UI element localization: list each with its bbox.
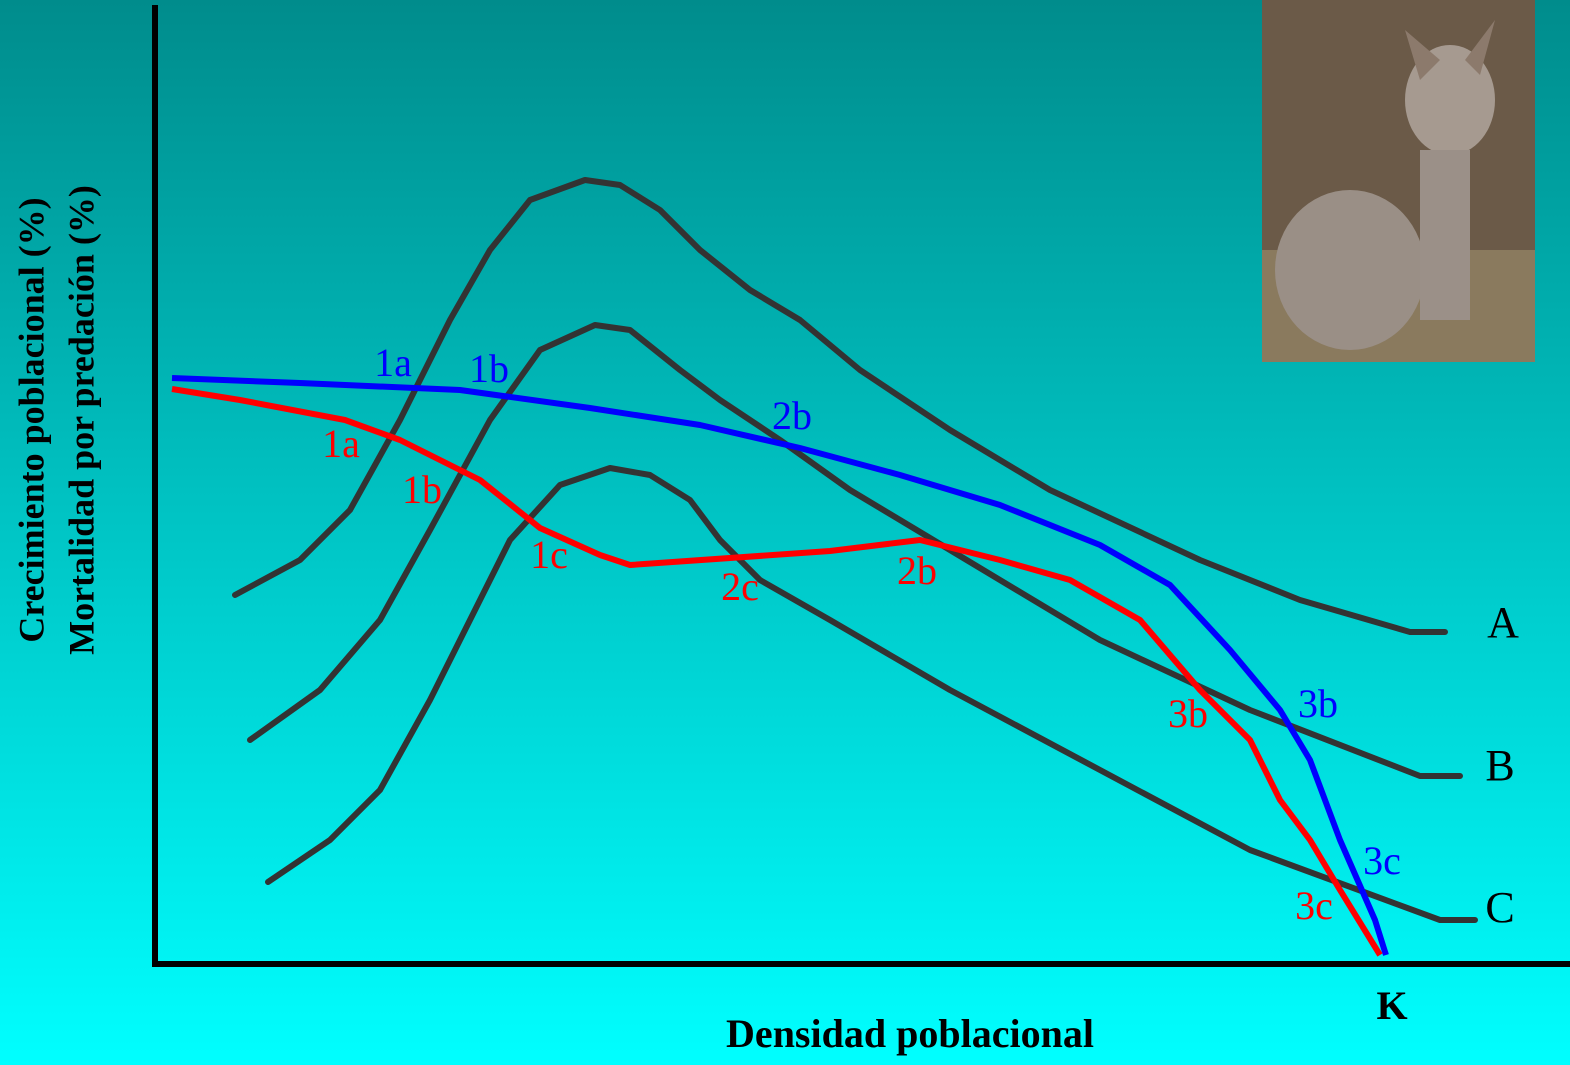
curve-label: C bbox=[1485, 883, 1514, 932]
point-label: 1c bbox=[530, 532, 568, 577]
fox-chest bbox=[1420, 150, 1470, 320]
y-axis-title: Crecimiento poblacional (%) bbox=[11, 197, 51, 642]
point-label: 1a bbox=[322, 421, 360, 466]
point-label: 2b bbox=[772, 393, 812, 438]
curve-label: A bbox=[1487, 598, 1519, 647]
y-axis-title: Mortalidad por predación (%) bbox=[61, 185, 101, 655]
curve-a bbox=[232, 177, 1448, 635]
fox-ear bbox=[1405, 30, 1440, 80]
point-label: 1a bbox=[374, 340, 412, 385]
point-label: 2c bbox=[721, 564, 759, 609]
predation-curve-blue bbox=[171, 375, 1389, 956]
point-label: 1b bbox=[402, 467, 442, 512]
curve-b bbox=[247, 322, 1463, 779]
point-label: 3b bbox=[1168, 691, 1208, 736]
curve-c bbox=[265, 465, 1478, 923]
curve-label: B bbox=[1485, 741, 1514, 790]
point-label: 2b bbox=[897, 548, 937, 593]
point-label: 3b bbox=[1298, 681, 1338, 726]
fox-body bbox=[1275, 190, 1425, 350]
point-label: 3c bbox=[1363, 838, 1401, 883]
predation-curve-red bbox=[171, 386, 1383, 957]
fox-ear bbox=[1465, 20, 1495, 75]
point-label: 1b bbox=[469, 346, 509, 391]
fox-photo bbox=[1262, 0, 1535, 362]
x-axis-title: Densidad poblacional bbox=[726, 1011, 1094, 1056]
x-axis-end-label: K bbox=[1376, 983, 1407, 1028]
point-label: 3c bbox=[1295, 883, 1333, 928]
